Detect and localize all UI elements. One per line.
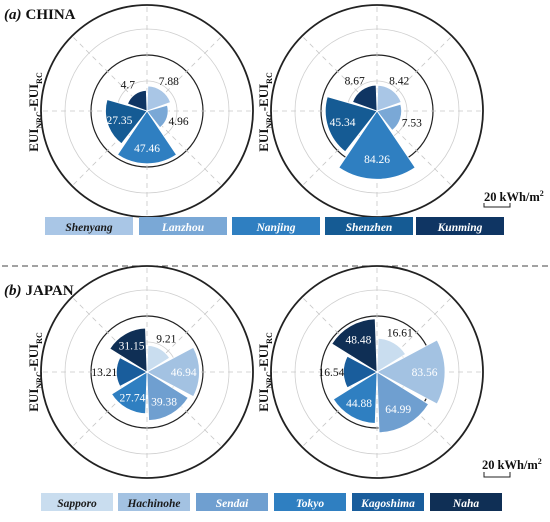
bar-shenzhen — [105, 99, 148, 145]
legend-label-lanzhou: Lanzhou — [161, 222, 205, 234]
bar-sapporo — [146, 345, 171, 373]
value-label-kunming: 4.7 — [121, 80, 136, 92]
scale-bar-b-label: 20 kWh/m2 — [482, 457, 542, 472]
bar-shenyang — [146, 85, 172, 112]
legend-label-kunming: Kunming — [437, 222, 483, 234]
legend-label-nanjing: Nanjing — [256, 222, 296, 234]
svg-text:EUINRC-EUIRC: EUINRC-EUIRC — [256, 332, 274, 412]
value-label-nanjing: 84.26 — [364, 154, 390, 166]
polar-chart-a-left: 7.88 4.96 47.46 27.35 4.7 — [40, 4, 254, 218]
panel-b-name: JAPAN — [26, 283, 74, 299]
bar-shenyang — [376, 84, 402, 112]
svg-text:EUINRC-EUIRC: EUINRC-EUIRC — [26, 332, 44, 412]
panel-b-title: (b) JAPAN — [4, 283, 74, 299]
bar-kagoshima — [343, 355, 378, 389]
bar-nanjing — [116, 110, 178, 165]
value-label-shenyang: 7.88 — [159, 76, 179, 88]
bar-tokyo — [332, 371, 378, 424]
bar-lanzhou — [376, 103, 403, 131]
legend-swatch-hachinohe — [118, 493, 190, 511]
scale-bar-a-label: 20 kWh/m2 — [484, 189, 544, 204]
legend-label-kagoshima: Kagoshima — [360, 498, 415, 510]
legend-swatch-nanjing — [232, 217, 320, 235]
scale-bar-b-line — [483, 472, 511, 478]
legend-swatch-shenzhen — [325, 217, 413, 235]
legend-label-shenzhen: Shenzhen — [346, 222, 393, 234]
value-label-hachinohe: 83.56 — [412, 367, 438, 379]
bar-naha — [331, 318, 378, 373]
value-label-sapporo: 16.61 — [387, 328, 413, 340]
legend-china: Shenyang Lanzhou Nanjing Shenzhen Kunming — [45, 217, 504, 235]
bar-kagoshima — [116, 357, 148, 387]
legend-swatch-sapporo — [41, 493, 113, 511]
value-label-sapporo: 9.21 — [156, 334, 176, 346]
bar-shenzhen — [324, 96, 378, 153]
legend-swatch-sendai — [196, 493, 268, 511]
legend-swatch-tokyo — [274, 493, 346, 511]
value-label-naha: 48.48 — [345, 335, 371, 347]
bar-kunming — [127, 89, 148, 112]
bar-tokyo — [111, 371, 148, 415]
value-label-kagoshima: 16.54 — [318, 367, 344, 379]
legend-label-naha: Naha — [452, 498, 479, 510]
polar-chart-a-right: 8.42 7.53 84.26 45.34 8.67 — [270, 4, 484, 218]
value-label-naha: 31.15 — [119, 340, 145, 352]
bar-hachinohe — [146, 346, 200, 398]
svg-text:EUINRC-EUIRC: EUINRC-EUIRC — [26, 72, 44, 152]
ylabel-b-left: EUINRC-EUIRC — [26, 332, 44, 412]
legend-swatch-shenyang — [45, 217, 133, 235]
legend-swatch-kagoshima — [352, 493, 424, 511]
svg-text:EUINRC-EUIRC: EUINRC-EUIRC — [256, 72, 274, 152]
value-label-lanzhou: 7.53 — [402, 117, 422, 129]
legend-label-sendai: Sendai — [216, 498, 249, 510]
grid-ring — [40, 265, 254, 479]
value-label-tokyo: 27.74 — [119, 392, 145, 404]
polar-chart-b-right: 16.61 83.56 64.99 44.88 16.54 48.48 — [270, 265, 484, 479]
bar-sendai — [376, 371, 430, 434]
polar-chart-b-left: 9.21 46.94 39.38 27.74 13.21 31.15 — [40, 265, 254, 479]
value-label-kunming: 8.67 — [345, 75, 365, 87]
value-label-hachinohe: 46.94 — [171, 367, 197, 379]
bar-kunming — [352, 84, 378, 112]
bar-naha — [109, 327, 148, 373]
bar-sendai — [146, 371, 189, 421]
panel-a-title: (a) CHINA — [4, 7, 76, 23]
legend-japan: Sapporo Hachinohe Sendai Tokyo Kagoshima Naha — [41, 493, 502, 511]
legend-label-sapporo: Sapporo — [57, 498, 97, 510]
scale-bar-a: 20 kWh/m2 — [483, 189, 544, 208]
grid-ring — [270, 265, 484, 479]
value-label-kagoshima: 13.21 — [91, 367, 117, 379]
bar-lanzhou — [146, 104, 169, 129]
bar-nanjing — [338, 110, 416, 180]
legend-swatch-lanzhou — [139, 217, 227, 235]
panel-b-label: (b) — [4, 283, 22, 299]
panel-a-label: (a) — [4, 7, 22, 23]
panel-a-name: CHINA — [26, 7, 76, 23]
value-label-shenyang: 8.42 — [389, 76, 409, 88]
value-label-sendai: 39.38 — [151, 396, 177, 408]
scale-bar-a-line — [483, 203, 511, 208]
bar-hachinohe — [376, 339, 446, 405]
legend-swatch-naha — [430, 493, 502, 511]
bar-sapporo — [376, 337, 407, 373]
value-label-nanjing: 47.46 — [134, 143, 160, 155]
value-label-tokyo: 44.88 — [346, 398, 372, 410]
ylabel-a-right: EUINRC-EUIRC — [256, 72, 274, 152]
legend-label-hachinohe: Hachinohe — [126, 498, 180, 510]
legend-label-tokyo: Tokyo — [296, 498, 325, 510]
scale-bar-b: 20 kWh/m2 — [482, 457, 542, 478]
ylabel-b-right: EUINRC-EUIRC — [256, 332, 274, 412]
value-label-shenzhen: 27.35 — [106, 115, 132, 127]
legend-label-shenyang: Shenyang — [65, 222, 113, 234]
ylabel-a-left: EUINRC-EUIRC — [26, 72, 44, 152]
value-label-lanzhou: 4.96 — [168, 116, 188, 128]
value-label-sendai: 64.99 — [385, 404, 411, 416]
legend-swatch-kunming — [416, 217, 504, 235]
value-label-shenzhen: 45.34 — [330, 117, 356, 129]
